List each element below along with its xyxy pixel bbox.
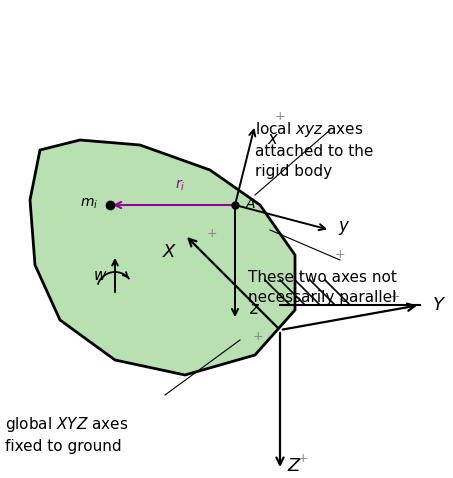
Text: +: + xyxy=(298,452,308,465)
Text: $x$: $x$ xyxy=(267,130,280,148)
Text: $z$: $z$ xyxy=(249,300,260,318)
Text: $Y$: $Y$ xyxy=(432,296,446,314)
Text: global $XYZ$ axes
fixed to ground: global $XYZ$ axes fixed to ground xyxy=(5,415,128,454)
Text: $Z$: $Z$ xyxy=(288,457,303,475)
Polygon shape xyxy=(30,140,295,375)
Text: These two axes not
necessarily parallel: These two axes not necessarily parallel xyxy=(248,270,397,305)
Text: $A$: $A$ xyxy=(245,197,256,211)
Text: $m_i$: $m_i$ xyxy=(80,197,98,211)
Text: +: + xyxy=(275,110,286,123)
Text: $X$: $X$ xyxy=(162,243,177,261)
Text: local $xyz$ axes
attached to the
rigid body: local $xyz$ axes attached to the rigid b… xyxy=(255,120,373,179)
Text: $r_i$: $r_i$ xyxy=(175,178,186,193)
Text: $w$: $w$ xyxy=(92,268,107,282)
Text: +: + xyxy=(335,248,346,261)
Text: $y$: $y$ xyxy=(338,219,351,237)
Text: +: + xyxy=(253,330,264,343)
Text: +: + xyxy=(390,290,400,303)
Text: +: + xyxy=(207,227,217,240)
